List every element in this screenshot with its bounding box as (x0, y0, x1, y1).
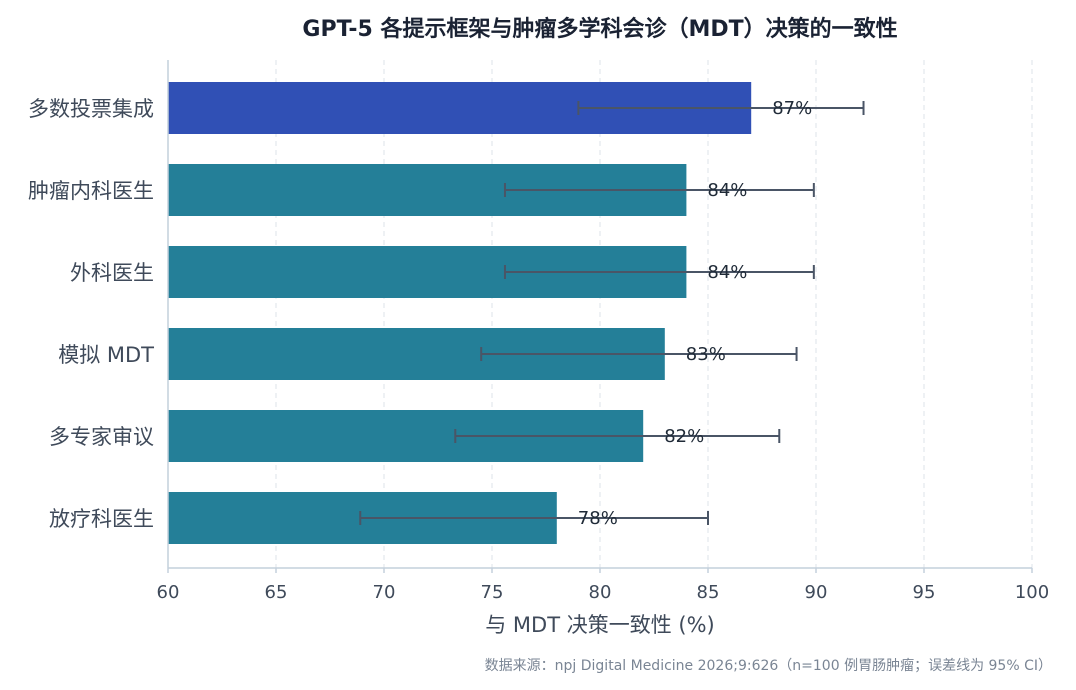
chart-title: GPT-5 各提示框架与肿瘤多学科会诊（MDT）决策的一致性 (302, 16, 897, 42)
category-label-3: 模拟 MDT (58, 343, 154, 367)
value-label-0: 87% (772, 98, 812, 119)
value-label-2: 84% (707, 262, 747, 283)
bar-layer: 87% 84% 84% 83% 82% 78% (168, 82, 865, 544)
x-tick-label: 90 (805, 582, 828, 603)
x-tick-label: 65 (265, 582, 288, 603)
x-tick-label: 70 (373, 582, 396, 603)
value-label-1: 84% (707, 180, 747, 201)
category-label-0: 多数投票集成 (28, 97, 154, 121)
category-label-4: 多专家审议 (49, 425, 154, 449)
category-label-5: 放疗科医生 (49, 507, 154, 531)
x-tick-label: 60 (157, 582, 180, 603)
value-label-3: 83% (686, 344, 726, 365)
category-label-2: 外科医生 (70, 261, 154, 285)
category-label-1: 肿瘤内科医生 (28, 179, 154, 203)
x-tick-label: 95 (913, 582, 936, 603)
grid-layer (275, 60, 1033, 568)
x-tick-label: 100 (1015, 582, 1049, 603)
source-note: 数据来源：npj Digital Medicine 2026;9:626（n=1… (485, 657, 1052, 674)
x-tick-label: 75 (481, 582, 504, 603)
value-label-4: 82% (664, 426, 704, 447)
x-axis-label: 与 MDT 决策一致性 (%) (485, 613, 714, 637)
x-tick-label: 80 (589, 582, 612, 603)
value-label-5: 78% (578, 508, 618, 529)
x-tick-label: 85 (697, 582, 720, 603)
